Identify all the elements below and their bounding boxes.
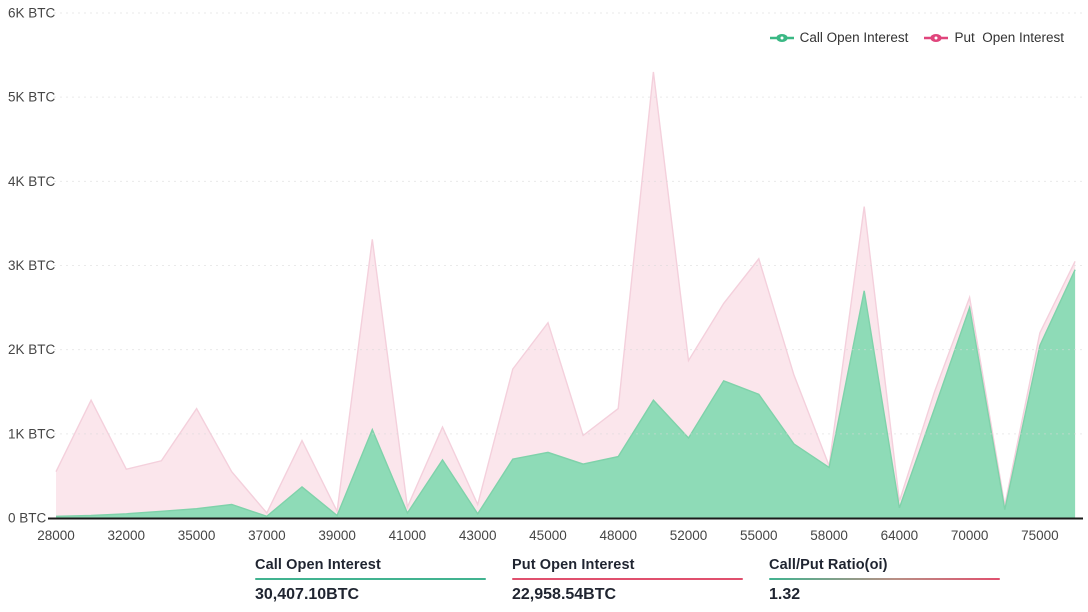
x-axis-label: 75000 <box>1021 528 1059 543</box>
y-axis-label: 2K BTC <box>8 342 56 357</box>
chart-legend: Call Open Interest Put Open Interest <box>769 30 1064 45</box>
x-axis-label: 48000 <box>599 528 637 543</box>
stat-put-underline <box>512 578 743 580</box>
call-series-marker-icon <box>769 33 794 42</box>
x-axis-label: 52000 <box>670 528 708 543</box>
x-axis-label: 39000 <box>318 528 356 543</box>
stat-ratio-label: Call/Put Ratio(oi) <box>769 557 888 573</box>
stat-put-value: 22,958.54BTC <box>512 586 617 603</box>
legend-label-put: Put Open Interest <box>954 30 1064 45</box>
y-axis-label: 6K BTC <box>8 6 56 21</box>
x-axis-label: 32000 <box>108 528 146 543</box>
stat-call-value: 30,407.10BTC <box>255 586 360 603</box>
x-axis-label: 45000 <box>529 528 567 543</box>
y-axis-label: 0 BTC <box>8 511 47 526</box>
x-axis-label: 28000 <box>37 528 75 543</box>
x-axis-label: 64000 <box>881 528 919 543</box>
y-axis-label: 4K BTC <box>8 174 56 189</box>
legend-item-call[interactable]: Call Open Interest <box>769 30 909 45</box>
stat-call-label: Call Open Interest <box>255 557 381 573</box>
stat-put-label: Put Open Interest <box>512 557 635 573</box>
call-open-interest-area[interactable] <box>56 269 1076 518</box>
put-series-marker-icon <box>924 33 949 42</box>
legend-label-call: Call Open Interest <box>799 30 909 45</box>
x-axis-label: 58000 <box>810 528 848 543</box>
y-axis-label: 5K BTC <box>8 90 56 105</box>
x-axis-label: 43000 <box>459 528 497 543</box>
stat-call-underline <box>255 578 486 580</box>
legend-item-put[interactable]: Put Open Interest <box>924 30 1064 45</box>
stat-ratio-value: 1.32 <box>769 586 801 603</box>
stat-call-open-interest: Call Open Interest 30,407.10BTC <box>255 557 486 604</box>
x-axis-label: 41000 <box>389 528 427 543</box>
x-axis-label: 37000 <box>248 528 286 543</box>
put-series-line <box>55 71 1076 515</box>
y-axis-label: 3K BTC <box>8 258 56 273</box>
stat-ratio-underline <box>769 578 1000 580</box>
y-axis-label: 1K BTC <box>8 426 56 441</box>
call-series-line <box>55 269 1076 518</box>
stat-call-put-ratio: Call/Put Ratio(oi) 1.32 <box>769 557 1000 604</box>
summary-stats: Call Open Interest 30,407.10BTC Put Open… <box>255 557 1000 604</box>
x-axis-label: 70000 <box>951 528 989 543</box>
x-axis-label: 35000 <box>178 528 216 543</box>
x-axis-label: 55000 <box>740 528 778 543</box>
open-interest-area-chart[interactable]: 0 BTC 1K BTC 2K BTC 3K BTC 4K BTC 5K BTC 6K BT… <box>0 0 1088 552</box>
stat-put-open-interest: Put Open Interest 22,958.54BTC <box>512 557 743 604</box>
